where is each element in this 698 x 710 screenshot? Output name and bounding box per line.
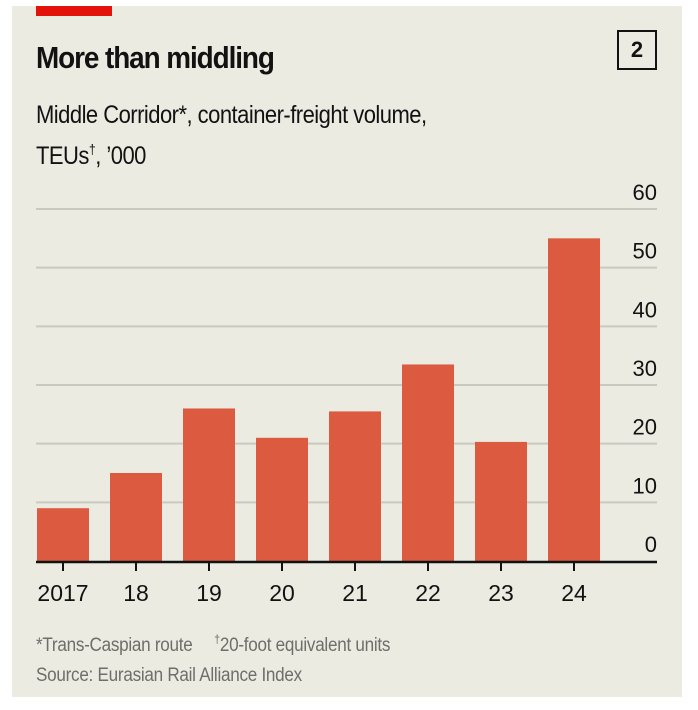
subtitle-line-1: Middle Corridor*, container-freight volu…: [36, 101, 427, 129]
y-tick-labels: 0 10 20 30 40 50 60: [633, 180, 657, 557]
red-tag-accent: [36, 6, 112, 16]
bar-22: [402, 364, 454, 561]
y-tick-label-40: 40: [633, 297, 657, 322]
x-tick-label-2017: 2017: [37, 580, 88, 606]
x-tick-label-19: 19: [196, 580, 222, 606]
subtitle-scale: , ’000: [95, 142, 146, 170]
chart-number-badge: 2: [617, 30, 657, 70]
x-tick-labels: 2017 18 19 20 21 22 23 24: [37, 580, 587, 606]
footnote-route: *Trans-Caspian route: [36, 635, 193, 656]
y-tick-label-50: 50: [633, 239, 657, 264]
chart-title: More than middling: [36, 40, 275, 75]
y-tick-label-20: 20: [633, 415, 657, 440]
footnote-teu: 20-foot equivalent units: [219, 635, 391, 656]
y-tick-label-0: 0: [645, 532, 657, 557]
subtitle-units: TEUs: [36, 142, 89, 170]
bar-23: [475, 441, 527, 561]
bar-2017: [37, 508, 89, 561]
y-tick-label-30: 30: [633, 356, 657, 381]
x-tick-label-21: 21: [342, 580, 368, 606]
chart-subtitle: Middle Corridor*, container-freight volu…: [36, 98, 582, 173]
x-tick-label-22: 22: [415, 580, 441, 606]
x-tick-label-23: 23: [488, 580, 514, 606]
y-tick-label-60: 60: [633, 180, 657, 205]
x-tick-label-18: 18: [123, 580, 149, 606]
bar-19: [183, 408, 235, 561]
bar-24: [548, 238, 600, 562]
bars: [37, 238, 600, 562]
x-tick-label-20: 20: [269, 580, 295, 606]
source-note: Source: Eurasian Rail Alliance Index: [36, 665, 302, 686]
bar-21: [329, 411, 381, 561]
footnotes: *Trans-Caspian route †20-foot equivalent …: [36, 624, 612, 691]
dagger-mark: †: [88, 141, 96, 157]
footnote-dagger: †: [214, 632, 220, 646]
x-axis: [36, 560, 657, 571]
bar-18: [110, 473, 162, 561]
x-tick-label-24: 24: [561, 580, 587, 606]
bar-20: [256, 437, 308, 561]
y-tick-label-10: 10: [633, 473, 657, 498]
